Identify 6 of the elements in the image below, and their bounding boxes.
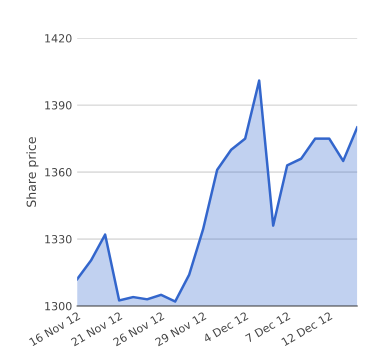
y-tick-label: 1390 bbox=[45, 101, 72, 110]
y-tick-label: 1300 bbox=[45, 302, 72, 310]
y-tick-label: 1360 bbox=[45, 168, 72, 176]
y-tick-label: 1420 bbox=[45, 34, 72, 43]
y-axis-title: Share price bbox=[26, 137, 38, 207]
y-tick-label: 1330 bbox=[45, 235, 72, 244]
